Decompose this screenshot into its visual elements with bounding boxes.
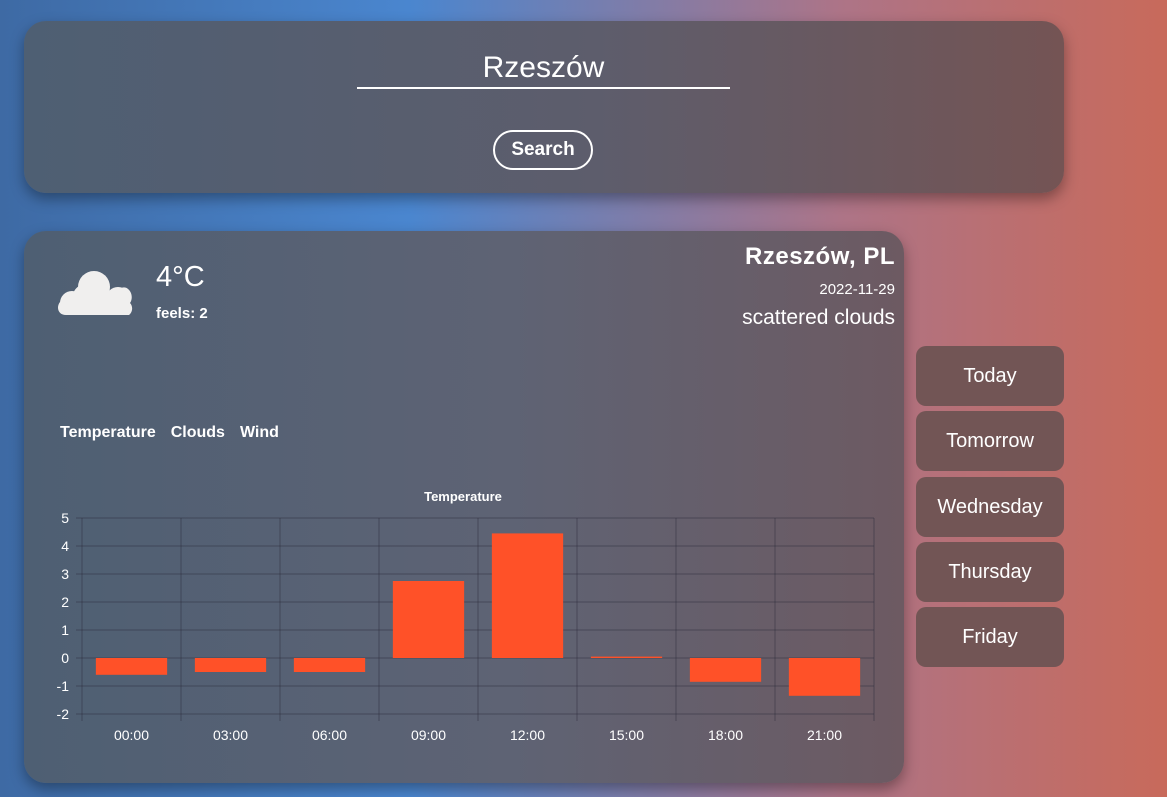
chart-bar: [95, 658, 168, 675]
location-title: Rzeszów, PL: [745, 243, 895, 270]
city-search-input[interactable]: [357, 49, 730, 89]
chart-bar: [788, 658, 861, 696]
current-date: 2022-11-29: [819, 281, 895, 298]
feels-like: feels: 2: [156, 305, 208, 322]
chart-bar: [689, 658, 762, 682]
chart-bar: [491, 533, 564, 658]
y-tick-label: -2: [57, 706, 70, 722]
chart-bar: [293, 658, 366, 672]
tab-wind[interactable]: Wind: [239, 424, 279, 441]
y-tick-label: 1: [61, 622, 69, 638]
day-button-today[interactable]: Today: [916, 346, 1064, 406]
weather-panel: 4°C feels: 2 Rzeszów, PL 2022-11-29 scat…: [24, 231, 904, 783]
x-tick-label: 21:00: [807, 727, 842, 743]
day-button-wednesday[interactable]: Wednesday: [916, 477, 1064, 537]
current-temperature: 4°C: [156, 261, 205, 293]
tab-temperature[interactable]: Temperature: [60, 424, 156, 441]
day-button-friday[interactable]: Friday: [916, 607, 1064, 667]
x-tick-label: 09:00: [411, 727, 446, 743]
chart-bar: [194, 658, 267, 672]
day-button-tomorrow[interactable]: Tomorrow: [916, 411, 1064, 471]
y-tick-label: 0: [61, 650, 69, 666]
chart-bar: [590, 656, 663, 658]
y-tick-label: 2: [61, 594, 69, 610]
search-panel: Search: [24, 21, 1064, 193]
chart-tabs: Temperature Clouds Wind: [60, 424, 279, 442]
y-tick-label: 3: [61, 566, 69, 582]
chart-title: Temperature: [424, 489, 502, 504]
search-button[interactable]: Search: [493, 130, 593, 170]
x-tick-label: 15:00: [609, 727, 644, 743]
x-tick-label: 00:00: [114, 727, 149, 743]
y-tick-label: 4: [61, 538, 69, 554]
temperature-chart: 5 4 3 2 1 0 -1 -2 00:00 03:00 06:00 09:00 12:00 15:00…: [57, 489, 875, 743]
x-tick-label: 12:00: [510, 727, 545, 743]
cloud-icon: [58, 271, 133, 315]
chart-bar: [392, 581, 465, 658]
x-tick-label: 06:00: [312, 727, 347, 743]
y-tick-label: -1: [57, 678, 70, 694]
x-tick-label: 03:00: [213, 727, 248, 743]
weather-description: scattered clouds: [742, 306, 895, 329]
day-button-thursday[interactable]: Thursday: [916, 542, 1064, 602]
tab-clouds[interactable]: Clouds: [170, 424, 225, 441]
y-tick-label: 5: [61, 510, 69, 526]
x-tick-label: 18:00: [708, 727, 743, 743]
